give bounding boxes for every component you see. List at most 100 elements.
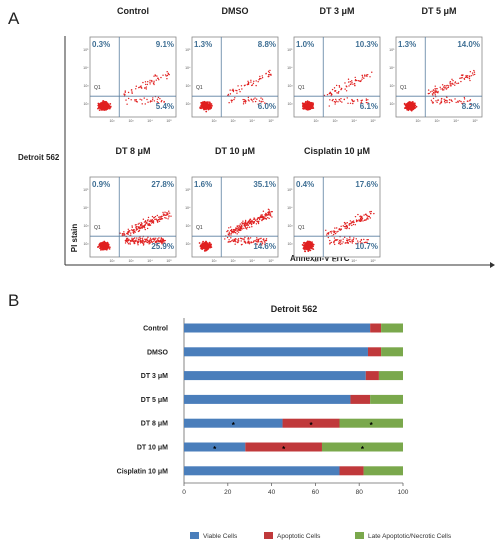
dot-plot-title: Cisplatin 10 μM — [304, 146, 370, 156]
event-dot — [230, 99, 232, 101]
event-dot — [434, 85, 436, 87]
event-dot — [105, 244, 108, 246]
event-dot — [265, 102, 268, 105]
event-dot — [236, 230, 238, 232]
event-dot — [466, 76, 469, 79]
event-dot — [245, 224, 248, 226]
event-dot — [332, 98, 334, 101]
event-dot — [309, 242, 311, 245]
event-dot — [148, 241, 150, 243]
event-dot — [161, 239, 163, 242]
event-dot — [247, 83, 250, 86]
event-dot — [367, 215, 369, 218]
event-dot — [140, 99, 143, 101]
event-dot — [443, 98, 445, 101]
event-dot — [360, 80, 362, 82]
event-dot — [357, 213, 359, 216]
event-dot — [346, 227, 348, 230]
event-dot — [329, 91, 331, 94]
event-dot — [361, 78, 363, 80]
quadrant-ul-percent: 1.0% — [296, 40, 314, 49]
event-dot — [469, 100, 471, 102]
event-dot — [271, 216, 273, 218]
quadrant-lr-percent: 25.9% — [151, 242, 174, 251]
event-dot — [337, 101, 339, 103]
dot-plot-x-tick: 10² — [211, 119, 217, 123]
dot-plot-title: Control — [117, 6, 149, 16]
event-dot — [226, 230, 228, 233]
event-dot — [355, 238, 357, 240]
quadrant-ur-percent: 10.3% — [355, 40, 378, 49]
event-dot — [236, 92, 238, 94]
event-dot — [251, 221, 253, 223]
event-dot — [137, 244, 139, 246]
event-dot — [336, 92, 338, 94]
bar-x-tick-label: 60 — [312, 489, 320, 496]
dot-plot-y-tick: 10² — [287, 102, 293, 106]
dot-cloud — [301, 210, 375, 253]
event-dot — [352, 221, 354, 223]
event-dot — [247, 241, 250, 244]
event-dot — [346, 86, 348, 88]
dot-plot-y-tick: 10³ — [389, 84, 395, 88]
event-dot — [156, 101, 158, 103]
event-dot — [130, 232, 132, 234]
event-dot — [360, 99, 362, 102]
event-dot — [349, 220, 352, 222]
event-dot — [143, 97, 145, 99]
event-dot — [109, 106, 112, 109]
event-dot — [310, 245, 313, 248]
dot-plot-x-tick: 10⁴ — [351, 259, 357, 263]
event-dot — [306, 104, 308, 107]
event-dot — [198, 242, 201, 244]
event-dot — [255, 98, 258, 100]
event-dot — [97, 245, 100, 248]
event-dot — [144, 223, 147, 225]
event-dot — [230, 101, 233, 103]
event-dot — [407, 103, 410, 106]
event-dot — [268, 209, 270, 211]
event-dot — [365, 98, 368, 100]
event-dot — [334, 90, 337, 92]
event-dot — [147, 219, 149, 221]
event-dot — [139, 223, 142, 226]
event-dot — [239, 225, 241, 228]
event-dot — [444, 102, 446, 104]
dot-plot-x-tick: 10³ — [434, 119, 440, 123]
event-dot — [257, 241, 259, 243]
event-dot — [353, 221, 355, 224]
event-dot — [442, 89, 444, 91]
dot-plot-x-tick: 10⁵ — [268, 259, 274, 263]
event-dot — [358, 80, 361, 82]
event-dot — [231, 99, 233, 102]
dot-plot-y-tick: 10³ — [83, 84, 89, 88]
bar-category-label: Control — [143, 326, 168, 333]
event-dot — [356, 220, 358, 222]
dot-plot-y-tick: 10⁴ — [287, 66, 293, 70]
event-dot — [346, 225, 348, 227]
event-dot — [471, 72, 474, 74]
event-dot — [234, 239, 236, 241]
event-dot — [155, 218, 158, 220]
event-dot — [257, 222, 260, 225]
event-dot — [167, 73, 169, 75]
event-dot — [240, 237, 243, 240]
event-dot — [203, 101, 206, 104]
event-dot — [162, 239, 164, 241]
event-dot — [430, 99, 433, 101]
event-dot — [97, 104, 100, 107]
event-dot — [139, 236, 141, 238]
event-dot — [154, 215, 157, 218]
event-dot — [256, 237, 258, 239]
event-dot — [350, 83, 352, 85]
event-dot — [310, 242, 313, 245]
event-dot — [206, 107, 209, 110]
event-dot — [124, 242, 127, 244]
event-dot — [262, 100, 264, 103]
event-dot — [161, 243, 163, 245]
event-dot — [243, 224, 246, 227]
event-dot — [241, 88, 243, 90]
event-dot — [363, 241, 366, 244]
event-dot — [146, 227, 149, 230]
